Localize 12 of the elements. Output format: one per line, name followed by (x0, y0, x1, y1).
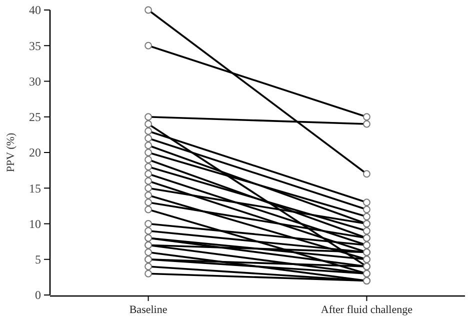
y-tick-label: 15 (29, 181, 41, 196)
x-tick-label: After fluid challenge (320, 304, 413, 316)
y-tick-label: 20 (29, 146, 41, 160)
y-tick-label: 30 (29, 74, 41, 88)
y-axis-title: PPV (%) (5, 132, 17, 172)
y-tick-label: 10 (29, 216, 41, 231)
x-tick-label: Baseline (129, 304, 168, 316)
y-tick-label: 5 (35, 252, 41, 267)
y-tick-label: 40 (29, 3, 41, 18)
y-tick-label: 25 (29, 110, 41, 124)
y-tick-label: 35 (29, 38, 41, 53)
y-tick-label: 0 (35, 288, 41, 302)
